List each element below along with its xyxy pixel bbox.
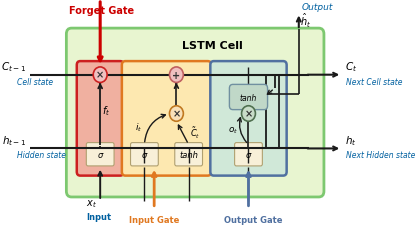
Text: σ: σ bbox=[142, 150, 147, 159]
Text: Hidden state: Hidden state bbox=[17, 151, 66, 160]
Circle shape bbox=[241, 106, 256, 122]
Text: $C_{t-1}$: $C_{t-1}$ bbox=[2, 60, 26, 73]
Text: tanh: tanh bbox=[179, 150, 198, 159]
Text: Forget Gate: Forget Gate bbox=[70, 6, 134, 16]
Text: $C_t$: $C_t$ bbox=[345, 60, 357, 73]
Text: Output Gate: Output Gate bbox=[224, 216, 282, 224]
Text: $h_{t-1}$: $h_{t-1}$ bbox=[2, 133, 26, 147]
Text: σ: σ bbox=[98, 150, 103, 159]
FancyBboxPatch shape bbox=[235, 143, 262, 166]
Text: Output: Output bbox=[301, 3, 333, 12]
FancyBboxPatch shape bbox=[122, 62, 211, 176]
Text: +: + bbox=[172, 70, 181, 80]
Text: Input Gate: Input Gate bbox=[129, 216, 179, 224]
FancyBboxPatch shape bbox=[230, 85, 268, 110]
Text: $h_t$: $h_t$ bbox=[345, 133, 357, 147]
Text: $i_t$: $i_t$ bbox=[134, 121, 142, 133]
Circle shape bbox=[169, 106, 184, 122]
Text: $f_t$: $f_t$ bbox=[102, 103, 110, 117]
Circle shape bbox=[169, 68, 184, 83]
Text: ×: × bbox=[96, 70, 104, 80]
Text: σ: σ bbox=[246, 150, 251, 159]
Text: ×: × bbox=[172, 109, 181, 119]
Text: ×: × bbox=[244, 109, 253, 119]
Text: $o_t$: $o_t$ bbox=[228, 125, 238, 135]
FancyBboxPatch shape bbox=[77, 62, 124, 176]
Text: $\tilde{C}_t$: $\tilde{C}_t$ bbox=[190, 125, 201, 140]
Text: Next Cell state: Next Cell state bbox=[347, 77, 403, 86]
Text: tanh: tanh bbox=[240, 93, 257, 102]
FancyBboxPatch shape bbox=[131, 143, 158, 166]
FancyBboxPatch shape bbox=[175, 143, 202, 166]
Text: Next Hidden state: Next Hidden state bbox=[347, 151, 416, 160]
Text: $x_t$: $x_t$ bbox=[86, 197, 97, 209]
Text: Input: Input bbox=[86, 213, 111, 221]
FancyBboxPatch shape bbox=[66, 29, 324, 197]
Text: $\hat{h}_t$: $\hat{h}_t$ bbox=[300, 12, 311, 30]
Text: Cell state: Cell state bbox=[17, 77, 53, 86]
FancyBboxPatch shape bbox=[86, 143, 114, 166]
Text: LSTM Cell: LSTM Cell bbox=[182, 40, 243, 51]
FancyBboxPatch shape bbox=[210, 62, 287, 176]
Circle shape bbox=[93, 68, 107, 83]
